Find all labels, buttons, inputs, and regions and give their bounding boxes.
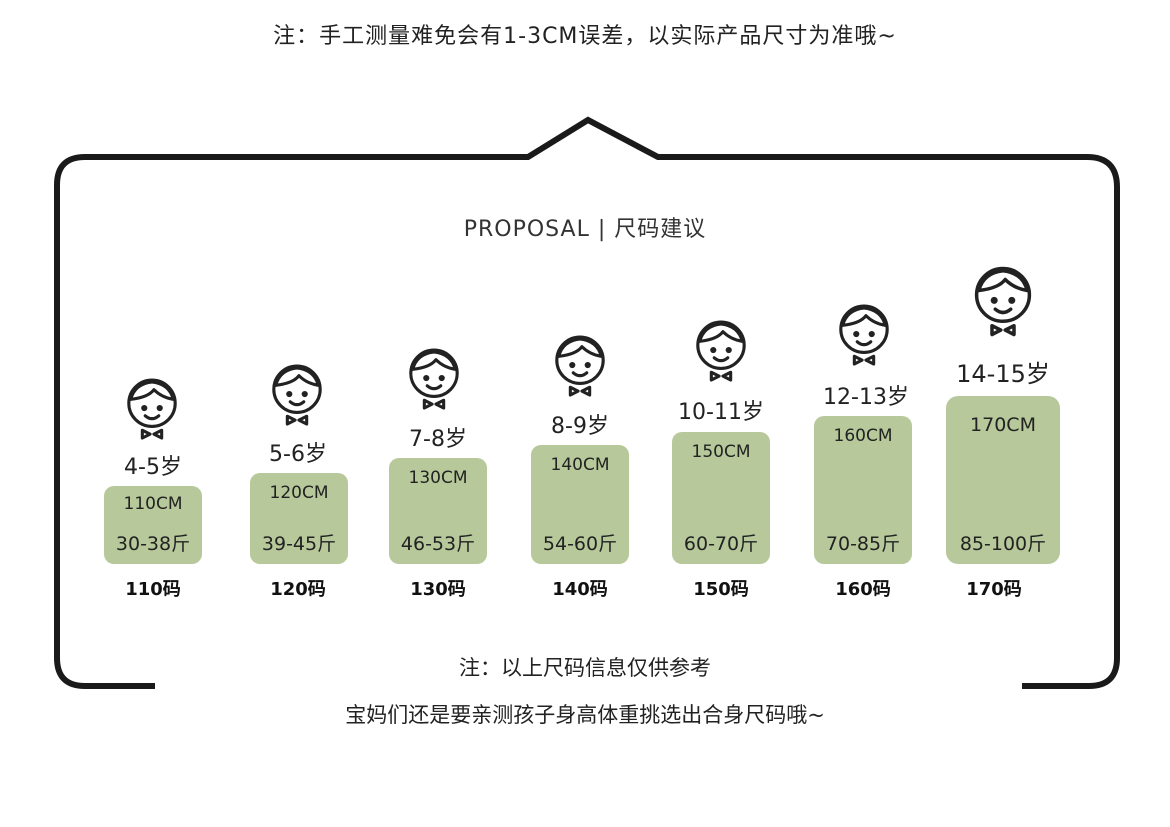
size-label: 120码 xyxy=(270,579,326,600)
height-value: 130CM xyxy=(408,468,468,488)
measurement-box: 130CM 46-53斤 xyxy=(389,458,487,564)
height-value: 160CM xyxy=(833,426,893,446)
reference-note: 注：以上尺码信息仅供参考 xyxy=(459,656,711,680)
weight-value: 30-38斤 xyxy=(115,533,191,555)
age-label: 7-8岁 xyxy=(409,427,467,452)
measurement-box: 120CM 39-45斤 xyxy=(250,473,348,564)
height-value: 110CM xyxy=(123,494,183,514)
age-label: 10-11岁 xyxy=(678,400,764,425)
size-chart-title: PROPOSAL | 尺码建议 xyxy=(463,217,707,242)
boy-face-icon xyxy=(555,335,605,397)
measurement-box: 160CM 70-85斤 xyxy=(814,416,912,564)
weight-value: 70-85斤 xyxy=(825,533,901,555)
size-label: 130码 xyxy=(410,579,466,600)
boy-face-icon xyxy=(127,378,177,440)
weight-value: 60-70斤 xyxy=(683,533,759,555)
weight-value: 46-53斤 xyxy=(400,533,476,555)
age-label: 14-15岁 xyxy=(956,360,1050,388)
weight-value: 39-45斤 xyxy=(261,533,337,555)
measurement-box: 140CM 54-60斤 xyxy=(531,445,629,564)
size-label: 140码 xyxy=(552,579,608,600)
height-value: 170CM xyxy=(970,414,1036,436)
height-value: 140CM xyxy=(550,455,610,475)
height-value: 120CM xyxy=(269,483,329,503)
height-value: 150CM xyxy=(691,442,751,462)
measurement-box: 150CM 60-70斤 xyxy=(672,432,770,564)
weight-value: 54-60斤 xyxy=(542,533,618,555)
size-label: 160码 xyxy=(835,579,891,600)
measurement-note: 注：手工测量难免会有1-3CM误差，以实际产品尺寸为准哦~ xyxy=(273,24,897,49)
measurement-box: 170CM 85-100斤 xyxy=(946,396,1060,564)
weight-value: 85-100斤 xyxy=(959,533,1047,555)
size-label: 150码 xyxy=(693,579,749,600)
age-label: 5-6岁 xyxy=(269,442,327,467)
age-label: 4-5岁 xyxy=(124,455,182,480)
boy-face-icon xyxy=(839,304,889,366)
age-label: 12-13岁 xyxy=(823,385,909,410)
boy-face-icon xyxy=(696,320,746,382)
age-label: 8-9岁 xyxy=(551,414,609,439)
size-label: 110码 xyxy=(125,579,181,600)
boy-face-icon xyxy=(272,364,322,426)
boy-face-icon xyxy=(974,266,1032,337)
boy-face-icon xyxy=(409,348,459,410)
size-label: 170码 xyxy=(966,579,1022,600)
measurement-box: 110CM 30-38斤 xyxy=(104,486,202,564)
measure-advice-note: 宝妈们还是要亲测孩子身高体重挑选出合身尺码哦~ xyxy=(345,703,825,727)
